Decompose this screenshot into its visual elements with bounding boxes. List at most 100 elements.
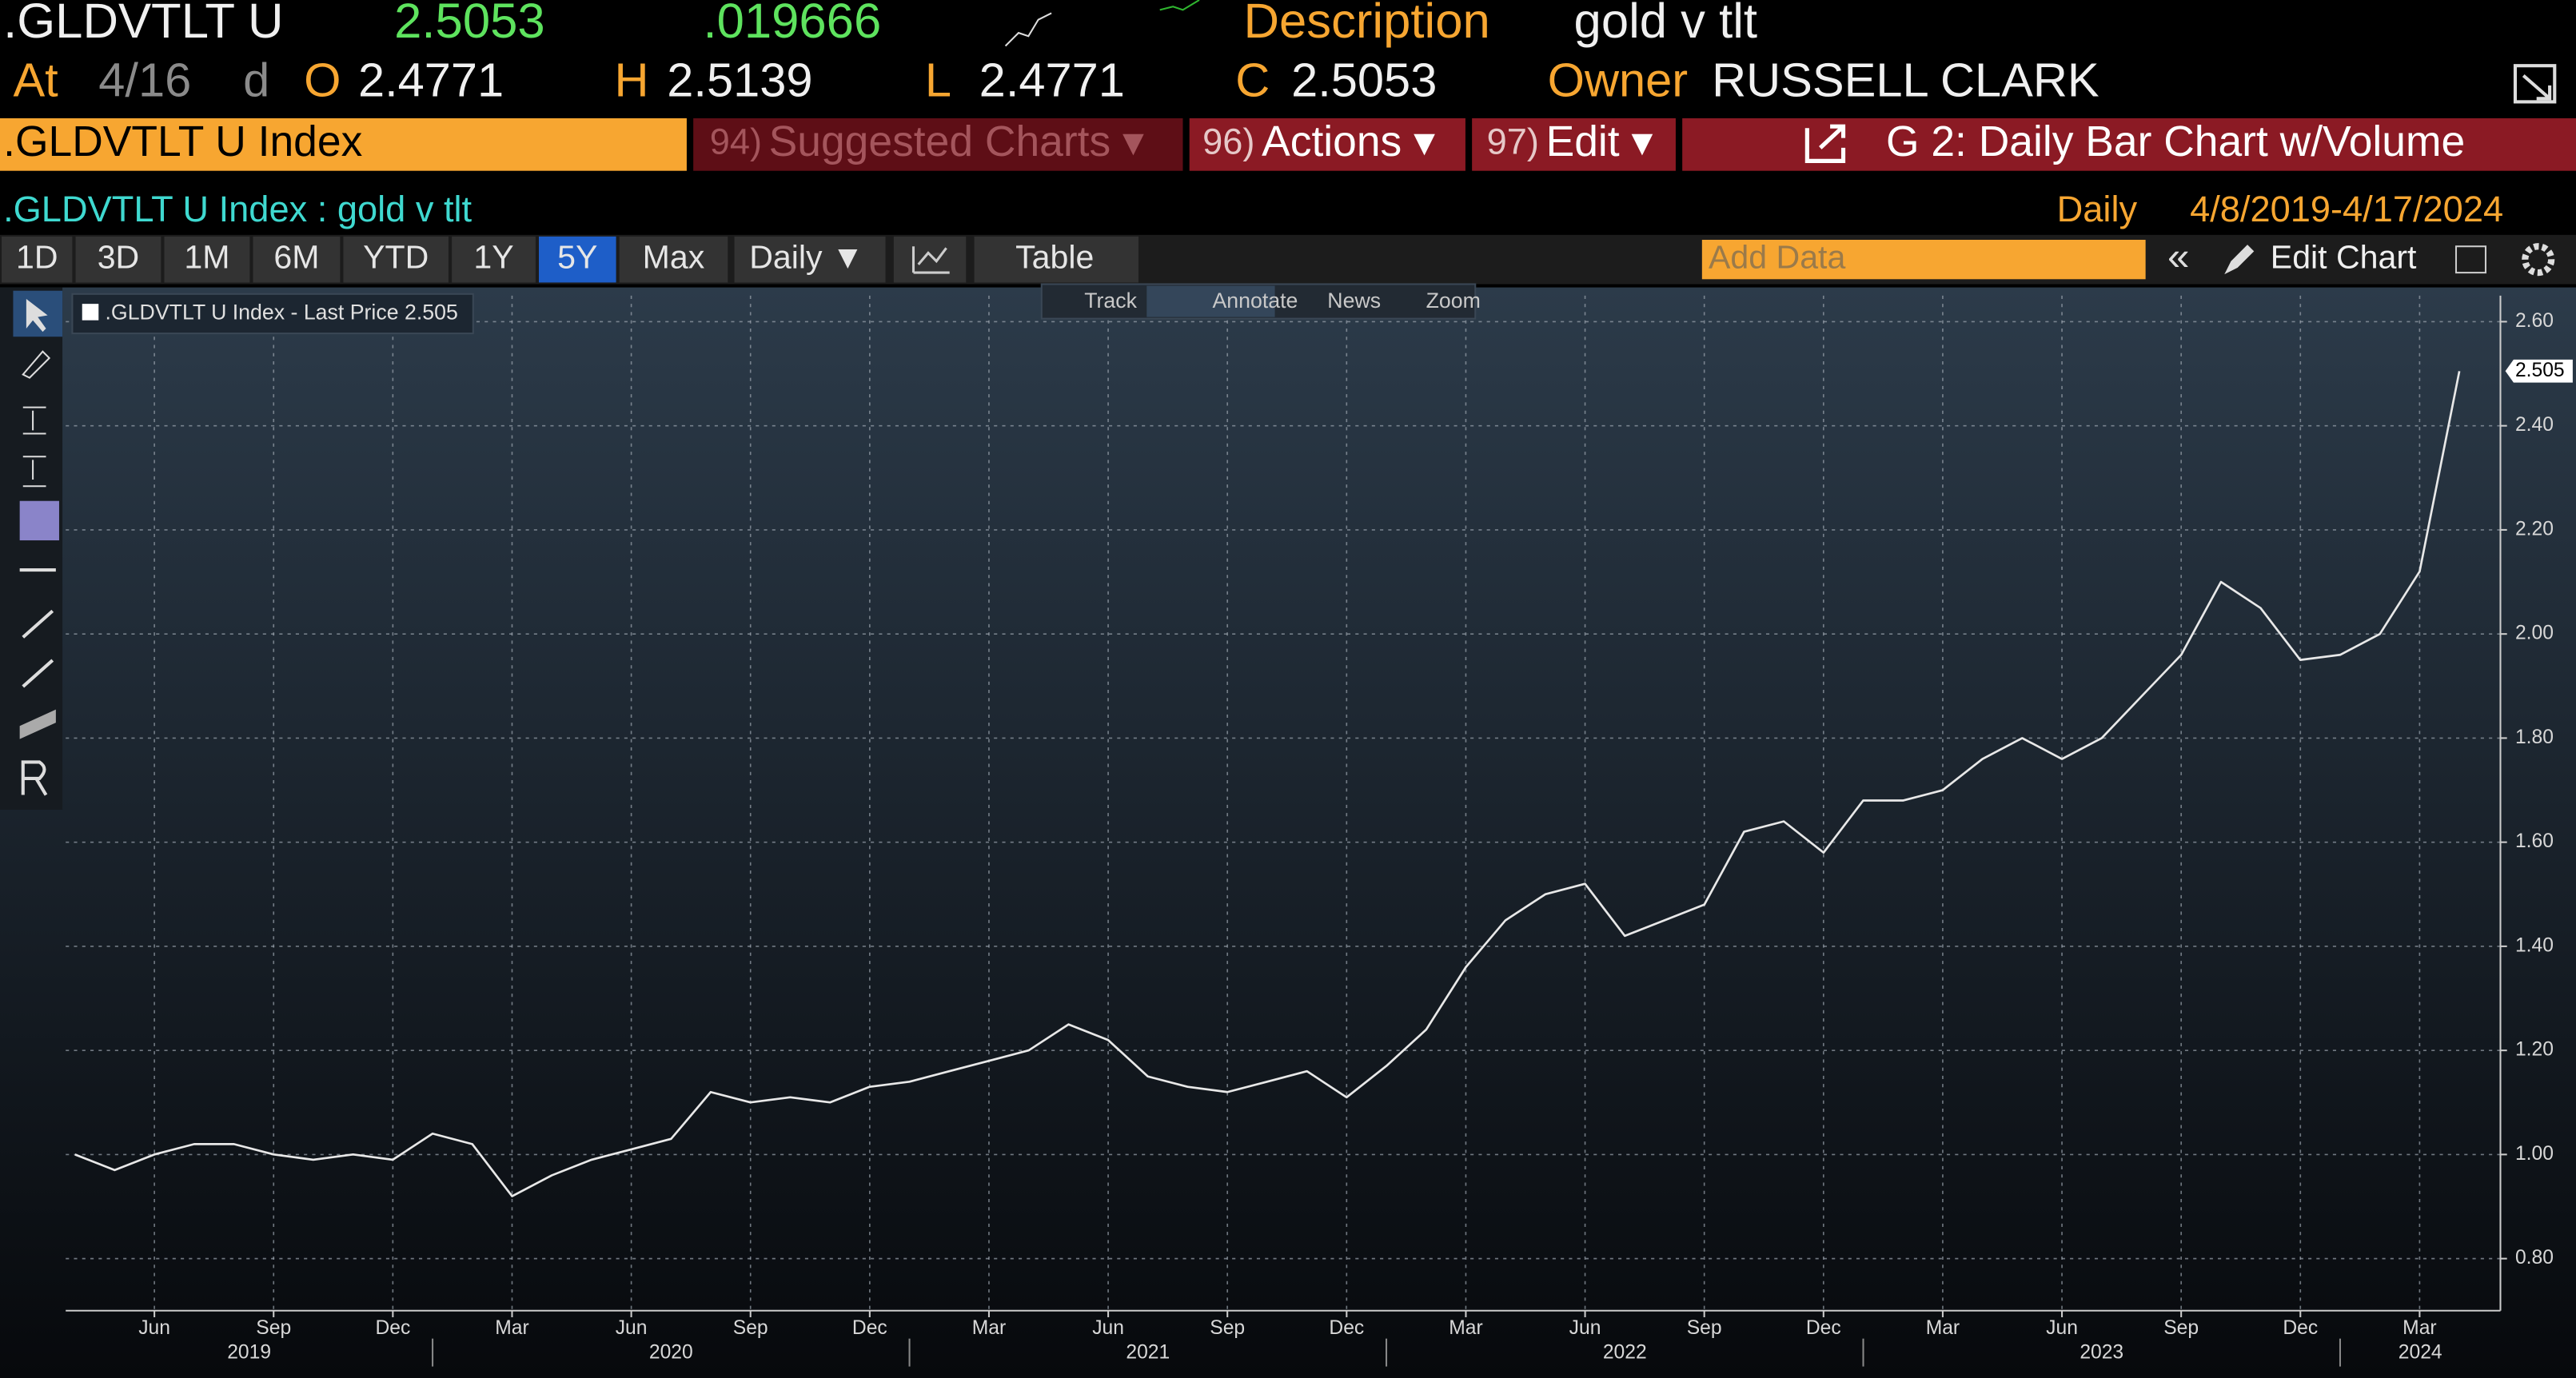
- x-tick-label: Jun: [1092, 1317, 1124, 1339]
- x-tick-label: Dec: [1329, 1317, 1364, 1339]
- frequency: d: [243, 54, 269, 107]
- button-bg: [619, 236, 728, 283]
- channel-tool[interactable]: [19, 709, 56, 739]
- settings-icon[interactable]: [2454, 245, 2487, 274]
- at-label: At: [13, 54, 58, 107]
- range-button[interactable]: 3D: [75, 236, 161, 283]
- last-price: 2.5053: [394, 0, 545, 49]
- menu-item[interactable]: 97) Edit ▾: [1472, 118, 1676, 171]
- range-button[interactable]: 1D: [2, 236, 73, 283]
- dollar-tool[interactable]: [22, 456, 46, 488]
- menu-num: 94): [710, 121, 762, 162]
- range-button[interactable]: 6M: [253, 236, 341, 283]
- collapse-icon[interactable]: «: [2167, 235, 2189, 279]
- open: 2.4771: [358, 54, 504, 107]
- legend-box: [71, 293, 474, 335]
- y-tick-label: 1.20: [2515, 1039, 2554, 1061]
- x-tick-label: Dec: [852, 1317, 887, 1339]
- period: Daily ▼: [749, 239, 863, 276]
- r-tool[interactable]: [21, 760, 48, 796]
- chart-type-button[interactable]: [893, 236, 967, 283]
- pen-tool[interactable]: [22, 350, 51, 379]
- x-tick-label: Sep: [1687, 1317, 1722, 1339]
- year-label: 2021: [1126, 1342, 1170, 1364]
- text-tool[interactable]: [19, 500, 59, 541]
- tool-label[interactable]: News: [1327, 289, 1381, 313]
- frequency: Daily: [2057, 189, 2138, 229]
- description-label: Description: [1244, 0, 1490, 49]
- tool-label[interactable]: Annotate: [1212, 289, 1298, 313]
- period-button[interactable]: Daily ▼: [734, 236, 886, 283]
- year-label: 2023: [2080, 1342, 2123, 1364]
- low-label: L: [925, 54, 951, 107]
- placeholder: Add Data: [1709, 239, 1845, 276]
- button-bg: [164, 236, 250, 283]
- plot: 0.80 1.00 1.20 1.40 1.60 1.80 2.00 2.20 2.40 2.60…: [66, 295, 2573, 1367]
- range-label: 6M: [273, 239, 319, 276]
- range-button[interactable]: YTD: [343, 236, 449, 283]
- x-tick-label: Jun: [616, 1317, 648, 1339]
- low: 2.4771: [979, 54, 1125, 107]
- year-label: 2024: [2399, 1342, 2442, 1364]
- x-tick-label: Mar: [495, 1317, 528, 1339]
- y-tick-label: 2.00: [2515, 623, 2554, 644]
- x-tick-label: Mar: [1926, 1317, 1960, 1339]
- tool-label[interactable]: Zoom: [1426, 289, 1481, 313]
- button-bg: [452, 236, 536, 283]
- menu-num: 97): [1487, 121, 1539, 162]
- ray-tool[interactable]: [22, 659, 54, 688]
- range-button[interactable]: 5Y: [538, 236, 616, 283]
- x-tick-label: Mar: [1449, 1317, 1482, 1339]
- y-tick-label: 1.00: [2515, 1143, 2554, 1165]
- y-tick-label: 1.40: [2515, 934, 2554, 956]
- close: 2.5053: [1291, 54, 1437, 107]
- table: Table: [1015, 239, 1094, 276]
- trend-tool[interactable]: [22, 609, 54, 639]
- last-price-tag: [2505, 359, 2573, 383]
- button-bg: [75, 236, 161, 283]
- popout-icon[interactable]: [2513, 64, 2557, 104]
- table-button[interactable]: Table: [974, 236, 1139, 283]
- menu-label: Edit ▾: [1546, 118, 1653, 165]
- button-bg: [253, 236, 341, 283]
- legend: .GLDVTLT U Index - Last Price 2.505: [71, 293, 474, 335]
- menu-bg: [1189, 117, 1465, 171]
- button-bg: [538, 236, 616, 283]
- x-tick-label: Sep: [2163, 1317, 2199, 1339]
- edit-chart-text: Edit Chart: [2271, 239, 2417, 276]
- y-tick-label: 0.80: [2515, 1247, 2554, 1268]
- high-label: H: [615, 54, 649, 107]
- description: gold v tlt: [1574, 0, 1758, 49]
- y-tick-label: 2.60: [2515, 310, 2554, 332]
- x-tick-label: Dec: [2283, 1317, 2318, 1339]
- chart-name[interactable]: G 2: Daily Bar Chart w/Volume: [1682, 118, 2576, 171]
- percent-tool[interactable]: [22, 406, 46, 435]
- add-data[interactable]: Add Data: [1701, 239, 2146, 280]
- x-tick-label: Sep: [256, 1317, 291, 1339]
- price-line: [74, 371, 2461, 1197]
- menu-label: Suggested Charts ▾: [769, 118, 1144, 165]
- tool-active: [1146, 285, 1275, 317]
- sparkline-icon: [1004, 12, 1052, 47]
- icon: [1804, 124, 1846, 163]
- x-tick-label: Jun: [138, 1317, 170, 1339]
- button-bg: [974, 236, 1139, 283]
- year-label: 2020: [649, 1342, 693, 1364]
- y-tick-label: 1.80: [2515, 727, 2554, 748]
- button-bg: [734, 236, 886, 283]
- pointer-tool[interactable]: [26, 298, 48, 333]
- edit-chart[interactable]: Edit Chart: [2224, 239, 2417, 276]
- menu-num: 96): [1202, 121, 1254, 162]
- range-button[interactable]: 1M: [164, 236, 250, 283]
- x-tick-label: Dec: [1806, 1317, 1841, 1339]
- range-button[interactable]: 1Y: [452, 236, 536, 283]
- tool-label[interactable]: Track: [1084, 289, 1137, 313]
- menu-item[interactable]: 96) Actions ▾: [1189, 117, 1465, 171]
- icon: [2224, 245, 2255, 275]
- button-bg: [343, 236, 449, 283]
- gear-icon[interactable]: [2522, 243, 2555, 277]
- menu-item[interactable]: 94) Suggested Charts ▾: [693, 118, 1183, 171]
- y-tick-label: 2.20: [2515, 518, 2554, 540]
- range-button[interactable]: Max: [619, 236, 728, 283]
